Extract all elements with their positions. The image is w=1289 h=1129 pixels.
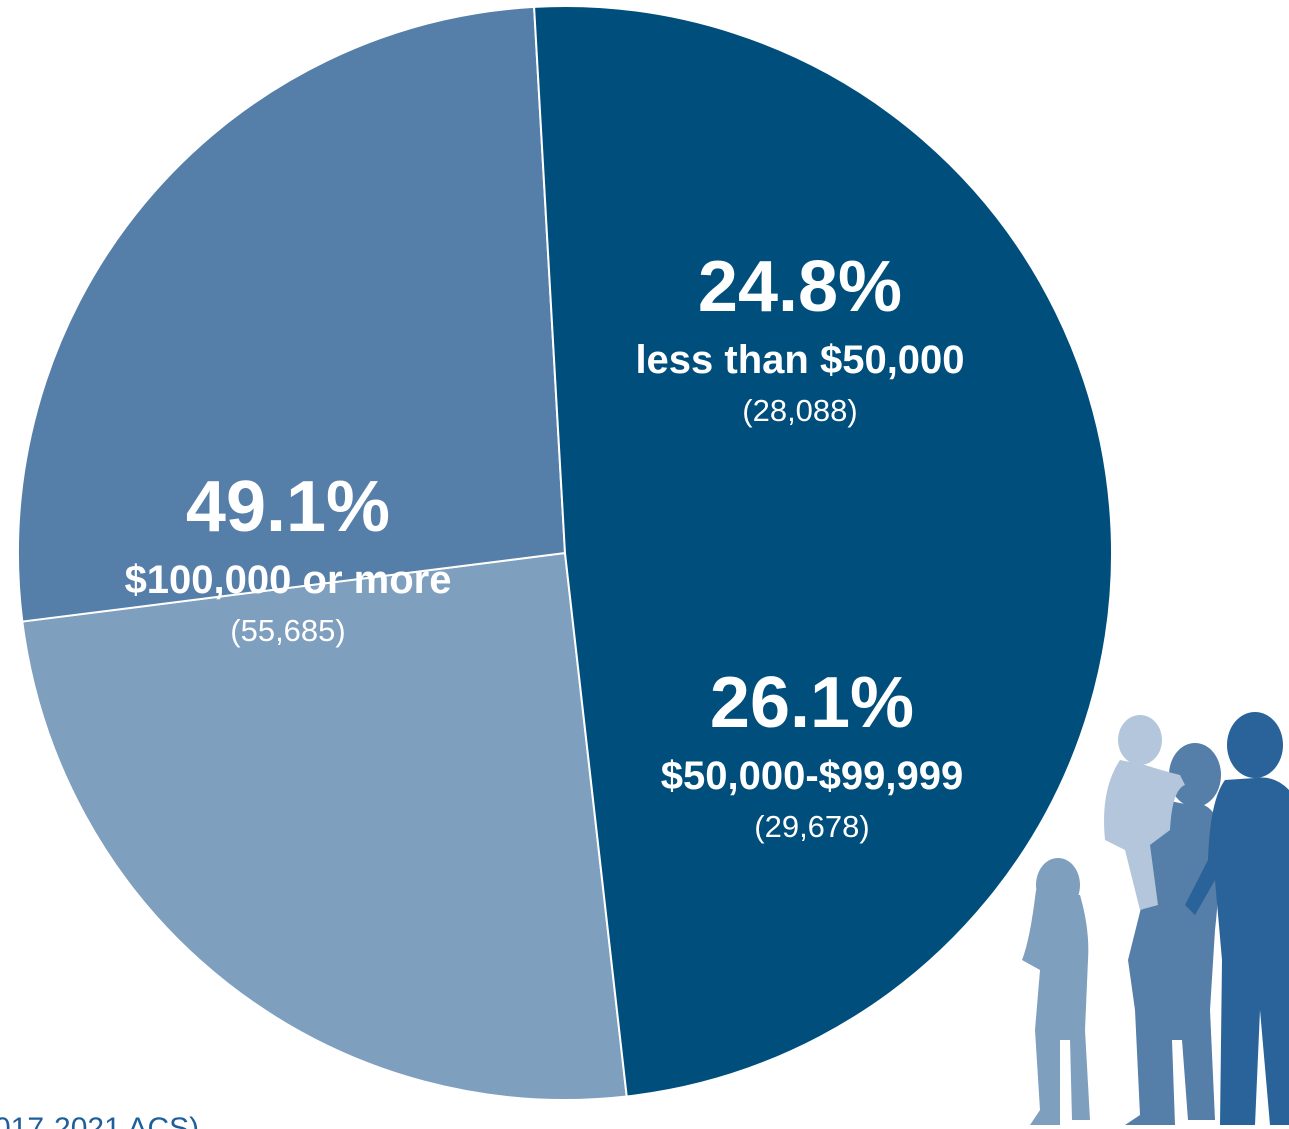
father-silhouette <box>1185 712 1289 1125</box>
baby-silhouette <box>1104 715 1185 910</box>
value-label: 24.8% <box>698 247 902 327</box>
count-label: (28,088) <box>742 393 857 428</box>
family-silhouette <box>1022 712 1289 1125</box>
count-label: (55,685) <box>230 613 345 648</box>
category-label: less than $50,000 <box>635 338 964 382</box>
pie-slice <box>21 551 628 1101</box>
value-label: 26.1% <box>710 663 914 743</box>
pie-slice <box>17 5 567 623</box>
source-note: 017-2021 ACS) <box>0 1112 199 1129</box>
pie <box>17 5 1114 1101</box>
labels: 24.8% less than $50,000 (28,088) 26.1% $50,0… <box>125 247 965 844</box>
pie-slice <box>533 5 1114 1098</box>
value-label: 49.1% <box>186 467 390 547</box>
category-label: $50,000-$99,999 <box>661 754 964 798</box>
count-label: (29,678) <box>754 809 869 844</box>
category-label: $100,000 or more <box>125 558 452 602</box>
girl-silhouette <box>1022 858 1090 1125</box>
